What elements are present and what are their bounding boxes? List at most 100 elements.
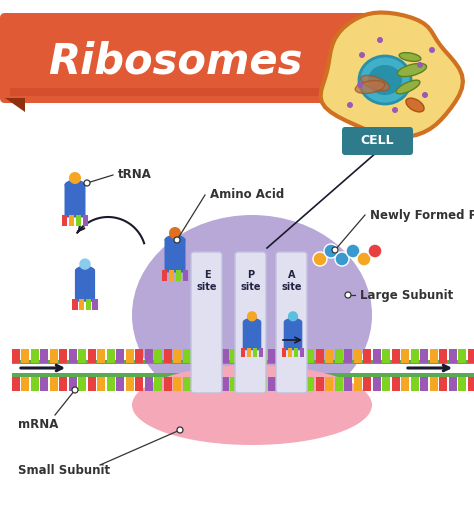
Circle shape bbox=[345, 292, 351, 298]
Bar bbox=[21, 349, 29, 363]
Bar bbox=[155, 349, 163, 363]
Bar bbox=[278, 377, 286, 391]
Text: Small Subunit: Small Subunit bbox=[18, 464, 110, 477]
Bar bbox=[211, 377, 219, 391]
Bar bbox=[307, 349, 315, 363]
Bar bbox=[268, 377, 276, 391]
Bar bbox=[316, 349, 324, 363]
FancyBboxPatch shape bbox=[284, 320, 302, 350]
Bar bbox=[192, 377, 201, 391]
Bar bbox=[383, 377, 391, 391]
Ellipse shape bbox=[359, 56, 411, 104]
Bar bbox=[126, 349, 134, 363]
Bar bbox=[439, 377, 447, 391]
Bar bbox=[69, 349, 77, 363]
Bar bbox=[335, 377, 343, 391]
Bar bbox=[345, 349, 353, 363]
Circle shape bbox=[429, 47, 435, 53]
FancyBboxPatch shape bbox=[64, 183, 85, 218]
Bar bbox=[364, 377, 372, 391]
Circle shape bbox=[368, 244, 382, 258]
Bar bbox=[268, 349, 276, 363]
Ellipse shape bbox=[368, 65, 402, 95]
Bar bbox=[40, 377, 48, 391]
Ellipse shape bbox=[64, 180, 85, 190]
Bar bbox=[420, 349, 428, 363]
Bar bbox=[169, 270, 174, 281]
Bar bbox=[221, 377, 229, 391]
Bar bbox=[60, 349, 67, 363]
Bar bbox=[297, 377, 305, 391]
Bar bbox=[240, 349, 248, 363]
Bar bbox=[411, 377, 419, 391]
Bar bbox=[136, 377, 144, 391]
Bar bbox=[449, 349, 457, 363]
Bar bbox=[282, 348, 286, 357]
Ellipse shape bbox=[243, 318, 261, 327]
Circle shape bbox=[357, 252, 371, 266]
Polygon shape bbox=[320, 13, 463, 137]
Ellipse shape bbox=[75, 266, 95, 276]
Circle shape bbox=[84, 180, 90, 186]
Ellipse shape bbox=[284, 318, 302, 327]
Ellipse shape bbox=[399, 53, 421, 62]
Bar bbox=[164, 377, 172, 391]
Circle shape bbox=[417, 62, 423, 68]
Circle shape bbox=[347, 102, 353, 108]
Bar bbox=[31, 349, 39, 363]
Bar bbox=[439, 349, 447, 363]
Ellipse shape bbox=[396, 80, 420, 94]
Circle shape bbox=[69, 172, 81, 184]
Bar bbox=[300, 348, 304, 357]
Text: Large Subunit: Large Subunit bbox=[360, 289, 453, 302]
Bar bbox=[259, 349, 267, 363]
Bar bbox=[430, 377, 438, 391]
Circle shape bbox=[72, 387, 78, 393]
Bar bbox=[230, 349, 238, 363]
Bar bbox=[60, 377, 67, 391]
Circle shape bbox=[377, 37, 383, 43]
Bar bbox=[468, 349, 474, 363]
Circle shape bbox=[346, 244, 360, 258]
Bar bbox=[345, 377, 353, 391]
Bar bbox=[202, 349, 210, 363]
Bar bbox=[392, 349, 400, 363]
Circle shape bbox=[79, 258, 91, 270]
Bar bbox=[458, 349, 466, 363]
FancyBboxPatch shape bbox=[75, 268, 95, 302]
Bar bbox=[246, 348, 251, 357]
Bar bbox=[326, 377, 334, 391]
Bar bbox=[253, 348, 257, 357]
Bar bbox=[92, 299, 98, 310]
Text: Amino Acid: Amino Acid bbox=[210, 188, 284, 201]
Bar bbox=[449, 377, 457, 391]
FancyBboxPatch shape bbox=[0, 13, 395, 103]
FancyBboxPatch shape bbox=[191, 252, 222, 393]
Bar bbox=[430, 349, 438, 363]
Bar bbox=[88, 377, 96, 391]
FancyBboxPatch shape bbox=[342, 127, 413, 155]
Bar bbox=[126, 377, 134, 391]
Bar bbox=[288, 348, 292, 357]
Bar bbox=[173, 349, 182, 363]
Bar bbox=[373, 377, 381, 391]
Bar bbox=[458, 377, 466, 391]
Ellipse shape bbox=[361, 75, 389, 91]
Circle shape bbox=[247, 311, 257, 322]
Bar bbox=[50, 377, 58, 391]
Bar bbox=[202, 377, 210, 391]
Ellipse shape bbox=[164, 235, 185, 245]
Bar bbox=[155, 377, 163, 391]
Bar bbox=[12, 373, 474, 377]
Bar bbox=[183, 270, 188, 281]
Bar bbox=[211, 349, 219, 363]
Circle shape bbox=[313, 252, 327, 266]
Bar bbox=[86, 299, 91, 310]
Bar bbox=[76, 215, 81, 226]
Bar bbox=[12, 349, 20, 363]
FancyBboxPatch shape bbox=[276, 252, 307, 393]
Text: Ribosomes: Ribosomes bbox=[48, 40, 302, 82]
Bar bbox=[107, 377, 115, 391]
Ellipse shape bbox=[132, 215, 372, 415]
Bar bbox=[183, 377, 191, 391]
